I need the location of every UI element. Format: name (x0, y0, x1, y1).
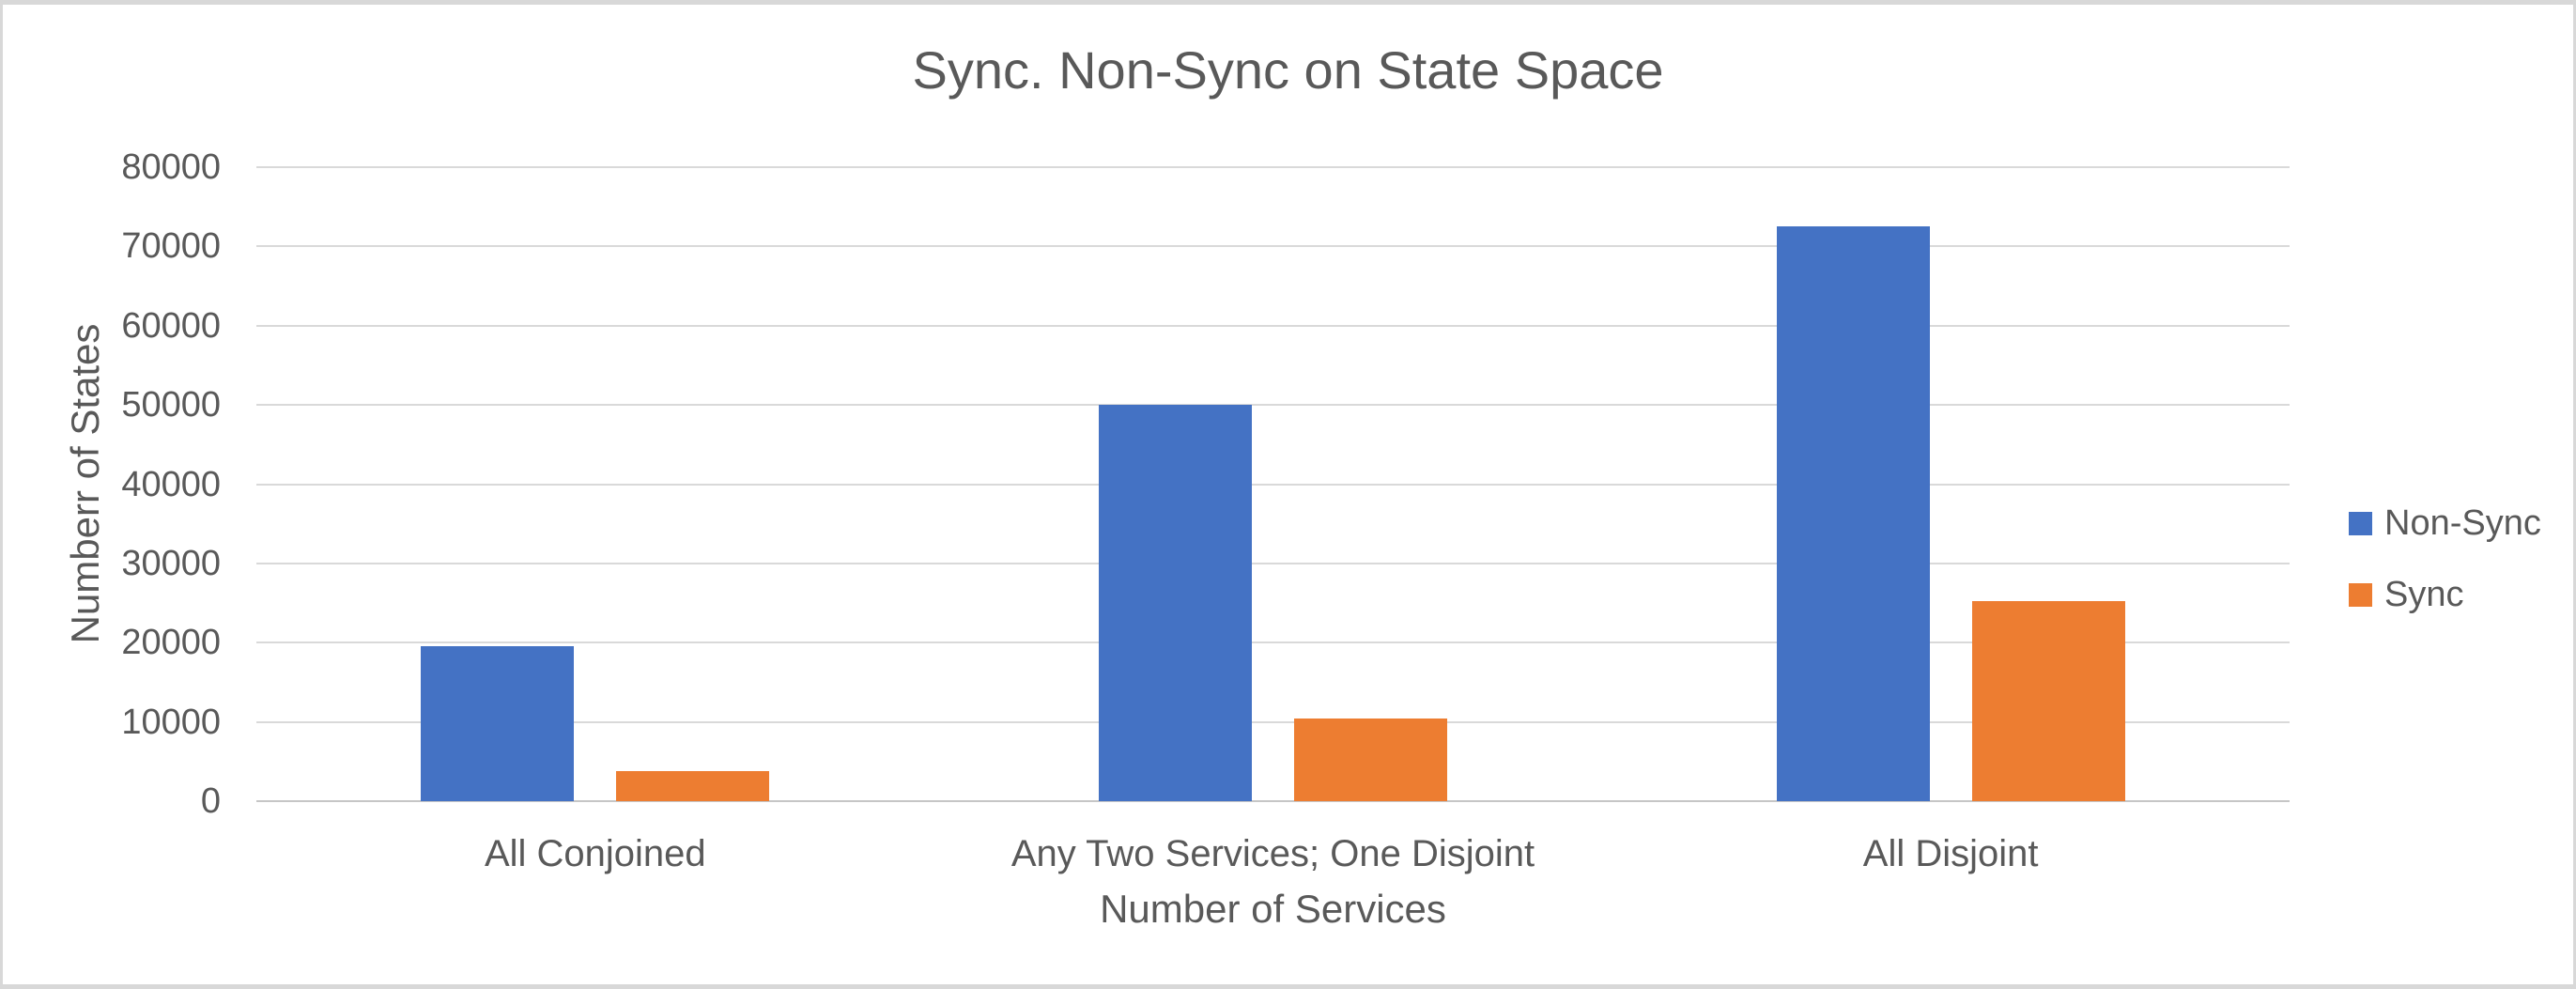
bar-sync-3 (1971, 601, 2125, 801)
gridline (256, 404, 2290, 407)
y-tick-label: 60000 (121, 305, 221, 346)
y-tick-label: 50000 (121, 385, 221, 425)
x-axis-title: Number of Services (1100, 887, 1446, 931)
bar-non-sync-1 (421, 646, 575, 801)
gridline (256, 483, 2290, 486)
y-tick-label: 20000 (121, 623, 221, 663)
legend-label: Non-Sync (2384, 503, 2541, 543)
legend-swatch-icon (2349, 582, 2372, 607)
y-tick-label: 40000 (121, 464, 221, 504)
gridline (256, 324, 2290, 327)
y-tick-label: 0 (200, 781, 221, 821)
bar-sync-2 (1294, 719, 1447, 801)
x-category-label: All Disjoint (1862, 833, 2039, 874)
bar-sync-1 (616, 770, 770, 801)
legend-item-sync: Sync (2349, 574, 2463, 615)
y-tick-label: 30000 (121, 543, 221, 583)
x-category-label: All Conjoined (484, 833, 706, 874)
gridline (256, 245, 2290, 248)
gridline (256, 166, 2290, 168)
chart-title: Sync. Non-Sync on State Space (912, 40, 1664, 100)
bar-non-sync-2 (1099, 405, 1252, 801)
plot-area (256, 166, 2290, 802)
gridline (256, 720, 2290, 723)
legend-label: Sync (2384, 575, 2464, 614)
y-tick-label: 70000 (121, 226, 221, 267)
x-category-label: Any Two Services; One Disjoint (1010, 833, 1535, 874)
legend-item-non-sync: Non-Sync (2349, 502, 2541, 544)
legend-swatch-icon (2349, 511, 2372, 535)
y-tick-label: 10000 (121, 702, 221, 742)
gridline (256, 641, 2290, 644)
y-tick-label: 80000 (121, 147, 221, 187)
x-axis-baseline (256, 800, 2290, 802)
bar-non-sync-3 (1776, 226, 1930, 801)
gridline (256, 562, 2290, 564)
